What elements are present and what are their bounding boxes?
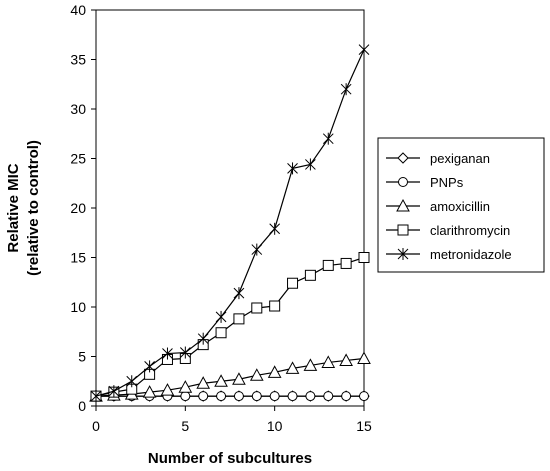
point-metronidazole-10 [269,222,281,235]
point-amoxicillin-8 [232,372,246,385]
legend-marker-pexiganan [397,152,409,164]
point-metronidazole-9 [251,243,263,256]
y-tick-label-20: 20 [70,200,86,216]
point-metronidazole-7 [215,310,227,323]
point-clarithromycin-8 [233,313,245,325]
point-amoxicillin-4 [160,383,175,396]
point-metronidazole-5 [179,346,191,359]
series-metronidazole [90,43,370,403]
legend-label-PNPs: PNPs [430,175,464,190]
point-amoxicillin-7 [214,374,228,387]
y-tick-label-0: 0 [78,398,86,414]
point-amoxicillin-3 [142,385,157,398]
point-amoxicillin-6 [196,376,211,389]
legend-label-pexiganan: pexiganan [430,151,490,166]
y-axis-title: Relative MIC (relative to control) [5,140,42,276]
legend-label-clarithromycin: clarithromycin [430,223,510,238]
plot-area [95,9,365,407]
point-metronidazole-13 [322,132,334,145]
point-amoxicillin-15 [357,351,371,364]
x-tick-label-15: 15 [356,418,372,434]
legend-entry-clarithromycin: clarithromycin [386,223,510,238]
point-amoxicillin-14 [339,353,353,366]
x-axis: 0 5 10 15 [92,406,372,434]
y-tick-label-25: 25 [70,151,86,167]
point-clarithromycin-14 [340,257,352,269]
legend-marker-metronidazole [397,248,409,260]
point-PNPs-9 [251,391,262,402]
legend-entry-PNPs: PNPs [386,175,464,190]
y-axis-title-line-2: (relative to control) [25,140,42,276]
point-amoxicillin-12 [303,358,318,371]
point-amoxicillin-11 [285,361,300,374]
x-tick-label-5: 5 [181,418,189,434]
y-tick-label-15: 15 [70,250,86,266]
legend-entry-pexiganan: pexiganan [386,151,490,166]
point-clarithromycin-11 [287,277,299,289]
point-metronidazole-12 [305,158,316,171]
point-clarithromycin-15 [358,252,370,263]
y-tick-label-40: 40 [70,2,86,18]
series-line-amoxicillin [95,357,365,397]
y-tick-label-30: 30 [70,101,86,117]
point-clarithromycin-12 [304,269,316,281]
legend-entries: pexiganan PNPs amoxicillin clarithromycin me… [386,151,512,262]
legend-entry-metronidazole: metronidazole [386,247,512,262]
y-axis-title-line-1: Relative MIC [5,163,22,252]
point-amoxicillin-5 [178,380,193,393]
series-layer [89,43,371,403]
point-metronidazole-0 [90,390,102,403]
point-PNPs-7 [216,391,227,402]
point-metronidazole-6 [197,332,209,345]
point-PNPs-5 [180,391,191,402]
legend-marker-amoxicillin [396,198,410,212]
point-metronidazole-4 [162,347,173,360]
x-tick-label-10: 10 [267,418,283,434]
legend-marker-PNPs [398,177,408,187]
point-metronidazole-15 [358,43,370,56]
point-PNPs-15 [359,391,369,402]
point-amoxicillin-13 [321,355,336,368]
y-tick-label-10: 10 [70,299,86,315]
legend-label-amoxicillin: amoxicillin [430,199,490,214]
point-clarithromycin-10 [269,300,281,312]
series-line-clarithromycin [95,256,365,397]
point-PNPs-14 [341,391,352,402]
legend-label-metronidazole: metronidazole [430,247,512,262]
point-clarithromycin-7 [215,327,227,339]
x-tick-label-0: 0 [92,418,100,434]
series-amoxicillin [89,351,371,402]
point-metronidazole-2 [126,375,138,388]
legend: pexiganan PNPs amoxicillin clarithromycin me… [377,137,545,273]
point-PNPs-6 [198,391,209,402]
x-axis-title: Number of subcultures [148,450,312,467]
point-metronidazole-14 [340,83,352,96]
point-metronidazole-11 [287,162,298,175]
point-PNPs-13 [323,391,334,402]
point-amoxicillin-10 [267,365,282,378]
point-metronidazole-8 [233,287,245,300]
point-PNPs-12 [305,391,316,402]
y-tick-label-35: 35 [70,52,86,68]
point-PNPs-8 [233,391,244,402]
y-tick-label-5: 5 [78,349,86,365]
point-metronidazole-1 [108,385,120,398]
point-PNPs-10 [269,391,280,402]
legend-entry-amoxicillin: amoxicillin [386,198,490,214]
point-amoxicillin-9 [249,368,264,381]
point-clarithromycin-13 [322,259,334,271]
series-line-metronidazole [95,49,365,397]
point-clarithromycin-9 [251,302,263,314]
legend-marker-clarithromycin [397,224,409,236]
point-metronidazole-3 [144,360,155,373]
point-PNPs-11 [287,391,298,402]
y-axis: 0 5 10 15 20 25 30 35 40 [70,2,96,414]
